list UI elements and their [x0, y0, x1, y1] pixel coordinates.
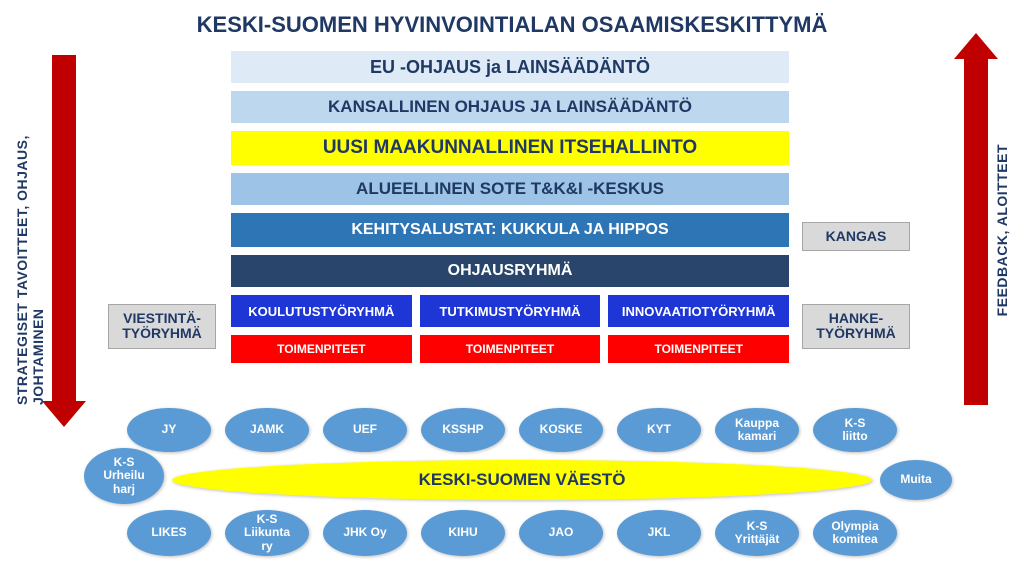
stack-bar-4: KEHITYSALUSTAT: KUKKULA JA HIPPOS: [230, 212, 790, 248]
oval-bottom-4: JAO: [519, 510, 603, 556]
page-title: KESKI-SUOMEN HYVINVOINTIALAN OSAAMISKESK…: [0, 12, 1024, 38]
oval-top-2: UEF: [323, 408, 407, 452]
oval-right-extra: Muita: [880, 460, 952, 500]
stack-bar-3: ALUEELLINEN SOTE T&K&I -KESKUS: [230, 172, 790, 206]
group-row-cell-1: TUTKIMUSTYÖRYHMÄ: [419, 294, 602, 328]
stack-bar-0: EU -OHJAUS ja LAINSÄÄDÄNTÖ: [230, 50, 790, 84]
sidebox-viestinta: VIESTINTÄ- TYÖRYHMÄ: [108, 304, 216, 349]
population-band: KESKI-SUOMEN VÄESTÖ: [172, 460, 872, 500]
oval-top-4: KOSKE: [519, 408, 603, 452]
sidebox-hanke: HANKE- TYÖRYHMÄ: [802, 304, 910, 349]
oval-left-extra: K-S Urheilu harj: [84, 448, 164, 504]
stack-bar-1: KANSALLINEN OHJAUS JA LAINSÄÄDÄNTÖ: [230, 90, 790, 124]
action-row-cell-1: TOIMENPITEET: [419, 334, 602, 364]
oval-top-1: JAMK: [225, 408, 309, 452]
left-rail-label: STRATEGISET TAVOITTEET, OHJAUS, JOHTAMIN…: [14, 55, 46, 405]
oval-bottom-2: JHK Oy: [323, 510, 407, 556]
right-rail-label: FEEDBACK, ALOITTEET: [994, 144, 1010, 316]
oval-row-top: JY JAMK UEF KSSHP KOSKE KYT Kauppa kamari K-S l…: [0, 408, 1024, 452]
oval-bottom-1: K-S Liikunta ry: [225, 510, 309, 556]
oval-top-6: Kauppa kamari: [715, 408, 799, 452]
right-rail: FEEDBACK, ALOITTEET: [964, 55, 1010, 405]
oval-bottom-5: JKL: [617, 510, 701, 556]
oval-bottom-7: Olympia komitea: [813, 510, 897, 556]
group-row-cell-2: INNOVAATIOTYÖRYHMÄ: [607, 294, 790, 328]
oval-top-7: K-S liitto: [813, 408, 897, 452]
oval-top-5: KYT: [617, 408, 701, 452]
oval-top-0: JY: [127, 408, 211, 452]
group-row: KOULUTUSTYÖRYHMÄTUTKIMUSTYÖRYHMÄINNOVAAT…: [230, 294, 790, 328]
oval-bottom-0: LIKES: [127, 510, 211, 556]
oval-bottom-3: KIHU: [421, 510, 505, 556]
left-rail: STRATEGISET TAVOITTEET, OHJAUS, JOHTAMIN…: [14, 55, 76, 405]
group-row-cell-0: KOULUTUSTYÖRYHMÄ: [230, 294, 413, 328]
oval-bottom-6: K-S Yrittäjät: [715, 510, 799, 556]
action-row: TOIMENPITEETTOIMENPITEETTOIMENPITEET: [230, 334, 790, 364]
governance-stack: EU -OHJAUS ja LAINSÄÄDÄNTÖ KANSALLINEN OH…: [230, 50, 790, 364]
oval-top-3: KSSHP: [421, 408, 505, 452]
arrow-down-icon: [52, 55, 76, 405]
arrow-up-icon: [964, 55, 988, 405]
action-row-cell-0: TOIMENPITEET: [230, 334, 413, 364]
sidebox-kangas: KANGAS: [802, 222, 910, 251]
oval-row-bottom: LIKES K-S Liikunta ry JHK Oy KIHU JAO JKL K-S …: [0, 510, 1024, 556]
action-row-cell-2: TOIMENPITEET: [607, 334, 790, 364]
stack-bar-2: UUSI MAAKUNNALLINEN ITSEHALLINTO: [230, 130, 790, 166]
stack-bar-5: OHJAUSRYHMÄ: [230, 254, 790, 288]
